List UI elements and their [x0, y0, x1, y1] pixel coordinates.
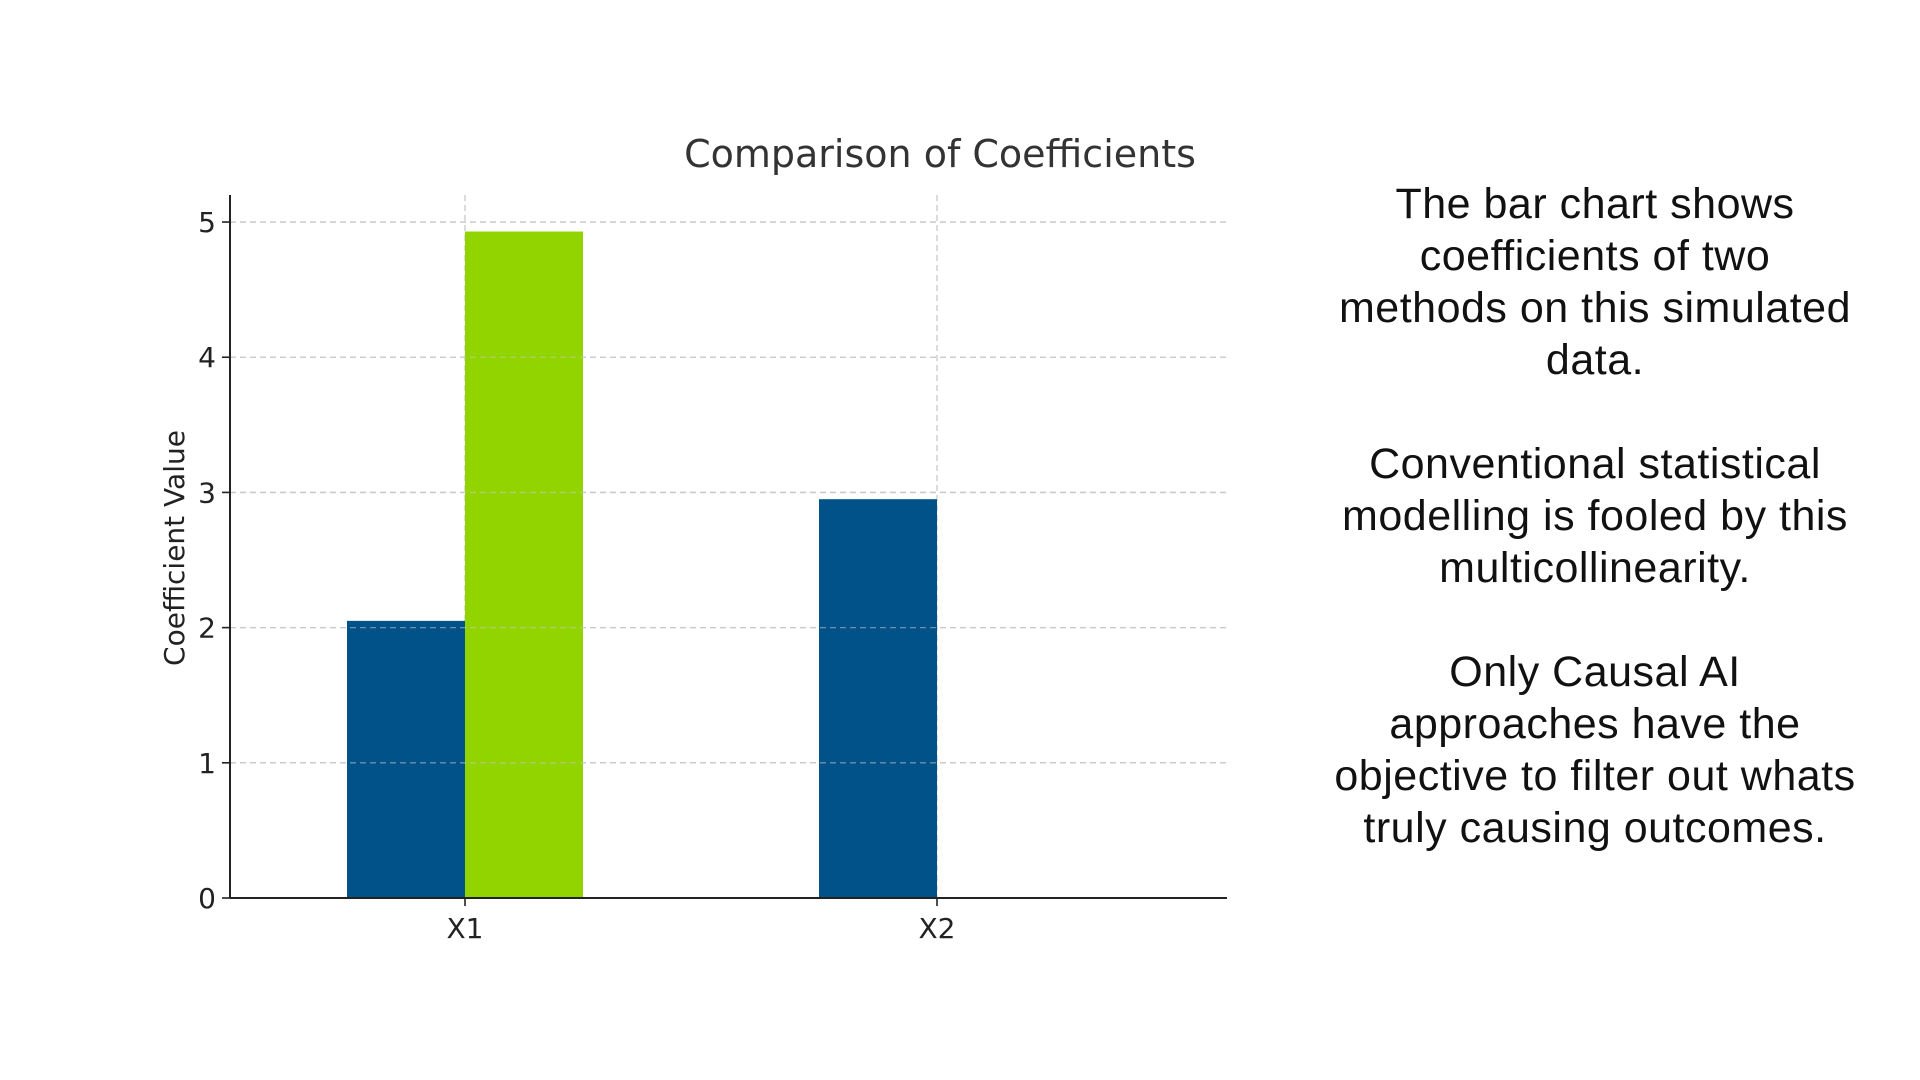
explanation-text: The bar chart shows coefficients of two …: [1330, 178, 1860, 906]
y-tick-label: 1: [198, 747, 216, 780]
x-tick-label-x2: X2: [919, 912, 956, 945]
chart-title: Comparison of Coefficients: [684, 132, 1196, 176]
explanation-paragraph-1: The bar chart shows coefficients of two …: [1338, 180, 1852, 384]
x-tick-label-x1: X1: [447, 912, 484, 945]
y-tick-label: 5: [198, 206, 216, 239]
bar-x2-series-1: [819, 499, 937, 898]
y-tick-label: 4: [198, 341, 216, 374]
y-tick-label: 3: [198, 476, 216, 509]
bar-chart: 0 1 2 3 4 5 X1 X2 Comparison of Coefficients Co…: [158, 132, 1227, 945]
y-tick-label: 2: [198, 612, 216, 645]
y-tick-label: 0: [198, 882, 216, 915]
bar-x1-series-1: [347, 620, 465, 898]
axes: 0 1 2 3 4 5 X1 X2: [198, 195, 1227, 945]
y-axis-label: Coefficient Value: [158, 430, 191, 666]
bars: [230, 221, 1227, 898]
explanation-paragraph-3: Only Causal AI approaches have the objec…: [1334, 648, 1856, 852]
bar-x1-series-2: [465, 231, 583, 898]
explanation-paragraph-2: Conventional statistical modelling is fo…: [1342, 440, 1848, 592]
